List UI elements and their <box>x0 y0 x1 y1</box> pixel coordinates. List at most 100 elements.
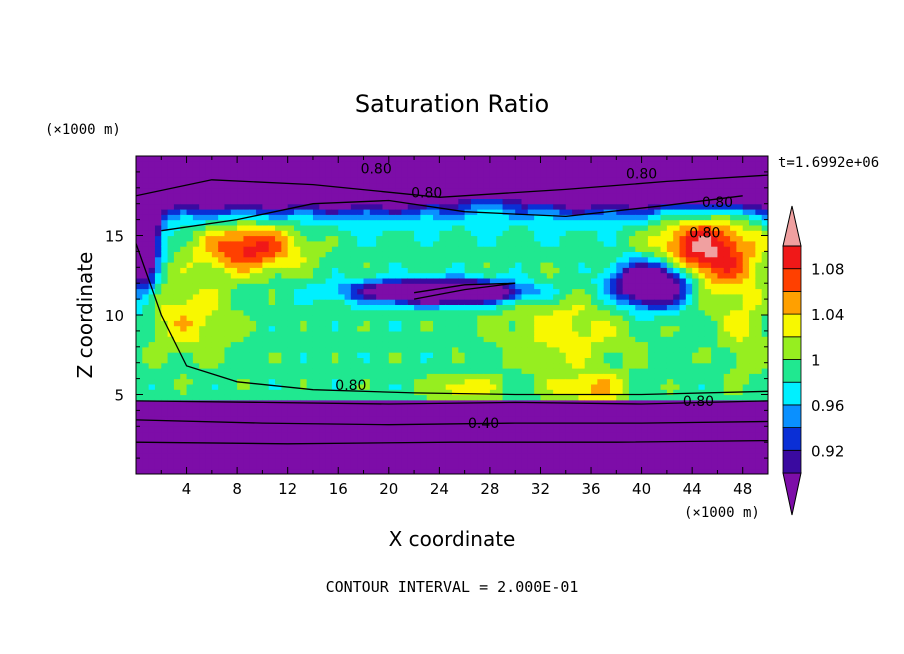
field-cell <box>534 161 542 168</box>
field-cell <box>224 357 232 364</box>
field-cell <box>534 468 542 474</box>
field-cell <box>458 447 466 454</box>
field-cell <box>635 320 643 327</box>
field-cell <box>325 224 333 231</box>
field-cell <box>572 468 579 474</box>
field-cell <box>338 262 346 268</box>
field-cell <box>635 272 643 279</box>
field-cell <box>319 447 327 454</box>
field-cell <box>136 171 143 178</box>
field-cell <box>641 193 649 199</box>
field-cell <box>496 426 504 433</box>
field-cell <box>553 468 561 474</box>
field-cell <box>591 283 598 290</box>
field-cell <box>312 235 320 242</box>
field-cell <box>426 325 434 332</box>
field-cell <box>218 410 226 417</box>
field-cell <box>553 293 561 300</box>
field-cell <box>603 447 611 454</box>
field-cell <box>275 336 282 343</box>
field-cell <box>395 293 403 300</box>
field-cell <box>553 283 561 290</box>
field-cell <box>357 224 365 231</box>
field-cell <box>647 277 655 284</box>
field-cell <box>268 325 276 332</box>
field-cell <box>395 346 403 353</box>
field-cell <box>319 288 327 295</box>
field-cell <box>407 224 415 231</box>
field-cell <box>224 378 232 385</box>
field-cell <box>616 267 624 274</box>
field-cell <box>262 182 270 189</box>
field-cell <box>647 346 655 353</box>
field-cell <box>401 272 409 279</box>
field-cell <box>426 315 434 321</box>
field-cell <box>458 203 466 210</box>
field-cell <box>281 452 289 459</box>
field-cell <box>325 161 333 168</box>
field-cell <box>382 219 390 226</box>
field-cell <box>325 330 333 337</box>
field-cell <box>275 198 282 205</box>
field-cell <box>496 224 504 231</box>
field-cell <box>249 394 257 401</box>
field-cell <box>452 389 459 396</box>
field-cell <box>369 240 377 247</box>
field-cell <box>249 187 257 194</box>
field-cell <box>306 156 314 162</box>
field-cell <box>622 341 630 348</box>
field-cell <box>483 198 491 205</box>
field-cell <box>338 299 346 305</box>
field-cell <box>610 283 617 290</box>
field-cell <box>628 304 636 311</box>
field-cell <box>559 288 567 295</box>
field-cell <box>192 219 200 226</box>
field-cell <box>281 256 289 263</box>
field-cell <box>199 389 207 396</box>
field-cell <box>167 357 175 364</box>
field-cell <box>635 405 643 411</box>
field-cell <box>477 272 485 279</box>
field-cell <box>173 177 181 184</box>
field-cell <box>496 320 504 327</box>
field-cell <box>319 309 327 316</box>
field-cell <box>508 182 516 189</box>
field-cell <box>268 463 276 470</box>
field-cell <box>294 293 301 300</box>
field-cell <box>445 214 453 221</box>
field-cell <box>369 272 377 279</box>
field-cell <box>439 352 447 358</box>
field-cell <box>452 458 459 464</box>
field-cell <box>610 315 617 321</box>
field-cell <box>199 246 207 252</box>
field-cell <box>192 352 200 358</box>
field-cell <box>237 426 245 433</box>
field-cell <box>641 209 649 215</box>
field-cell <box>489 320 497 327</box>
field-cell <box>610 452 617 459</box>
field-cell <box>502 320 510 327</box>
field-cell <box>281 262 289 268</box>
field-cell <box>325 230 333 237</box>
field-cell <box>521 251 529 258</box>
field-cell <box>268 299 276 305</box>
field-cell <box>350 272 358 279</box>
field-cell <box>660 463 668 470</box>
field-cell <box>388 272 396 279</box>
field-cell <box>433 315 440 321</box>
field-cell <box>610 277 617 284</box>
field-cell <box>540 362 548 369</box>
field-cell <box>192 399 200 406</box>
field-cell <box>325 309 333 316</box>
field-cell <box>553 224 561 231</box>
field-cell <box>350 415 358 422</box>
field-cell <box>388 209 396 215</box>
chart-title: Saturation Ratio <box>355 90 549 118</box>
field-cell <box>237 256 245 263</box>
field-cell <box>369 447 377 454</box>
field-cell <box>426 410 434 417</box>
field-cell <box>325 182 333 189</box>
field-cell <box>237 198 245 205</box>
field-cell <box>350 362 358 369</box>
field-cell <box>553 299 561 305</box>
